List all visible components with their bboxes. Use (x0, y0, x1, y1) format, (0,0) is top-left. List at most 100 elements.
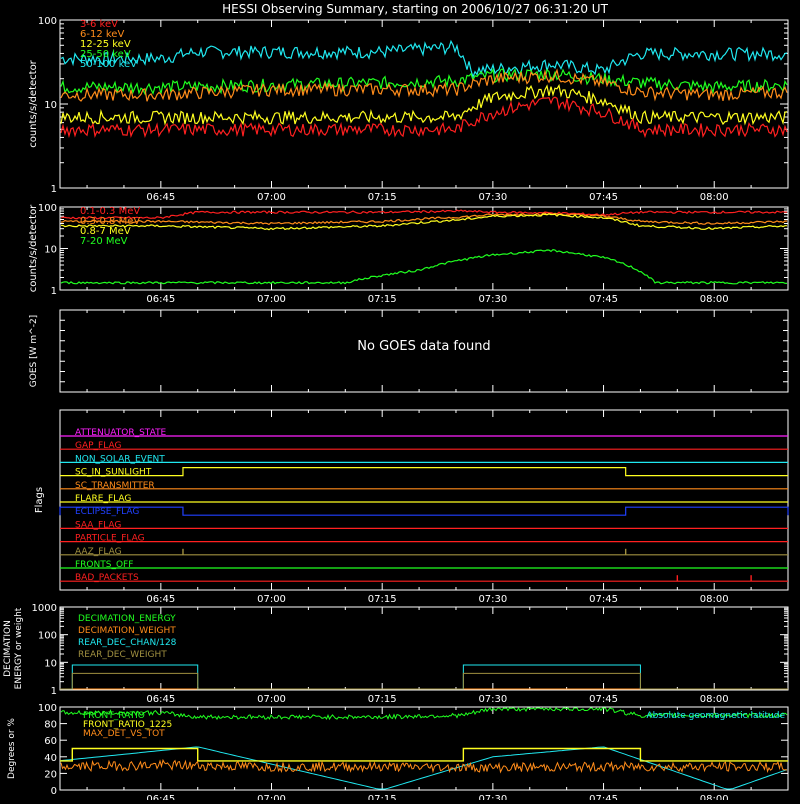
y-axis-label: counts/s/detector (28, 204, 39, 292)
flag-label: FRONTS_OFF (75, 560, 133, 570)
flag-label: BAD_PACKETS (75, 573, 139, 583)
legend-entry: 50-100 keV (80, 59, 137, 70)
legend-entry: DECIMATION_ENERGY (78, 614, 176, 624)
flag-label: SC_TRANSMITTER (75, 481, 155, 491)
y-tick-label: 100 (38, 703, 57, 714)
time-tick-label: 07:15 (368, 794, 397, 800)
series-line (60, 39, 788, 79)
y-tick-label: 40 (44, 753, 57, 764)
legend-entry: 6-12 keV (80, 29, 124, 40)
flag-label: GAP_FLAG (75, 441, 121, 451)
time-tick-label: 07:00 (257, 694, 286, 705)
panel-frame (59, 409, 789, 591)
time-tick-label: 07:45 (589, 794, 618, 800)
series-line (60, 68, 788, 102)
y-tick-label: 20 (44, 769, 57, 780)
legend-entry: REAR_DEC_WEIGHT (78, 650, 167, 660)
time-tick-label: 07:30 (478, 694, 507, 705)
flag-label: SAA_FLAG (75, 520, 121, 530)
series-line (60, 248, 788, 285)
legend-entry: 25-50 keV (80, 49, 131, 60)
flag-label: ATTENUATOR_STATE (75, 428, 167, 438)
time-tick-label: 07:45 (589, 594, 618, 605)
time-tick-label: 07:30 (478, 794, 507, 800)
figure-title: HESSI Observing Summary, starting on 200… (222, 2, 608, 16)
time-tick-label: 06:45 (146, 594, 175, 605)
series-line (60, 96, 788, 139)
time-tick-label: 07:30 (478, 192, 507, 203)
time-tick-label: 08:00 (700, 294, 729, 305)
y-tick-label: 10 (44, 245, 57, 256)
time-tick-label: 08:00 (700, 192, 729, 203)
series-line (60, 213, 787, 231)
flag-line (59, 506, 789, 516)
flag-label: NON_SOLAR_EVENT (75, 454, 165, 464)
flag-label: FLARE_FLAG (75, 494, 131, 504)
time-tick-label: 07:45 (589, 694, 618, 705)
time-tick-label: 07:30 (478, 594, 507, 605)
legend-entry: 7-20 MeV (80, 236, 128, 247)
time-tick-label: 08:00 (700, 594, 729, 605)
y-tick-label: 100 (38, 203, 57, 214)
no-data-message: No GOES data found (357, 339, 490, 354)
time-tick-label: 08:00 (700, 794, 729, 800)
flag-line (60, 467, 788, 477)
legend-entry: REAR_DEC_CHAN/128 (78, 638, 177, 648)
y-tick-label: 100 (38, 631, 57, 642)
series-line (60, 706, 788, 721)
legend-entry: DECIMATION_WEIGHT (78, 626, 176, 636)
time-tick-label: 07:15 (368, 192, 397, 203)
y-axis-label: GOES [W m^-2] (29, 315, 39, 387)
flag-label: SC_IN_SUNLIGHT (75, 468, 152, 478)
time-tick-label: 08:00 (700, 694, 729, 705)
time-tick-label: 07:15 (368, 694, 397, 705)
y-axis-label: DECIMATION (3, 620, 13, 677)
legend-entry: FRONT_RATIO_1225 (83, 720, 172, 730)
time-tick-label: 06:45 (146, 794, 175, 800)
time-tick-label: 07:45 (589, 192, 618, 203)
time-tick-label: 06:45 (146, 694, 175, 705)
legend-entry: MAX_DET_VS_TOT (83, 729, 165, 739)
y-axis-label: Degrees or % (7, 718, 17, 779)
time-tick-label: 07:00 (257, 794, 286, 800)
time-tick-label: 06:45 (146, 294, 175, 305)
y-tick-label: 60 (44, 736, 57, 747)
y-tick-label: 100 (38, 16, 57, 27)
time-tick-label: 07:00 (257, 192, 286, 203)
y-tick-label: 80 (44, 720, 57, 731)
time-tick-label: 07:15 (368, 594, 397, 605)
panel-frame (59, 606, 789, 691)
flag-label: PARTICLE_FLAG (75, 534, 145, 544)
time-tick-label: 06:45 (146, 192, 175, 203)
time-tick-label: 07:00 (257, 294, 286, 305)
legend-entry: 12-25 keV (80, 39, 131, 50)
y-tick-label: 1000 (32, 603, 57, 614)
legend-entry: 0.1-0.3 MeV (80, 206, 140, 217)
series-line (60, 212, 788, 226)
legend-entry: 3-6 keV (80, 19, 118, 30)
series-line (60, 672, 788, 690)
series-line (60, 747, 788, 762)
series-line (60, 83, 788, 126)
time-tick-label: 07:00 (257, 594, 286, 605)
y-tick-label: 1 (51, 286, 57, 297)
y-tick-label: 10 (44, 658, 57, 669)
y-axis-label: ENERGY or weight (14, 607, 24, 689)
legend-entry: FRONT_RATIO (83, 711, 145, 721)
legend-entry: 0.8-7 MeV (80, 226, 131, 237)
flag-label: AAZ_FLAG (75, 547, 122, 557)
y-tick-label: 10 (44, 100, 57, 111)
y-axis-label: counts/s/detector (28, 59, 39, 147)
series-line (60, 758, 788, 774)
panel-frame (59, 706, 789, 791)
y-tick-label: 0 (51, 786, 57, 797)
latitude-label: Absolute geomagnetic latitude (646, 711, 785, 721)
series-line (60, 209, 788, 220)
time-tick-label: 07:45 (589, 294, 618, 305)
legend-entry: 0.3-0.8 MeV (80, 216, 140, 227)
time-tick-label: 07:15 (368, 294, 397, 305)
y-tick-label: 1 (51, 184, 57, 195)
flag-label: ECLIPSE_FLAG (75, 507, 139, 517)
